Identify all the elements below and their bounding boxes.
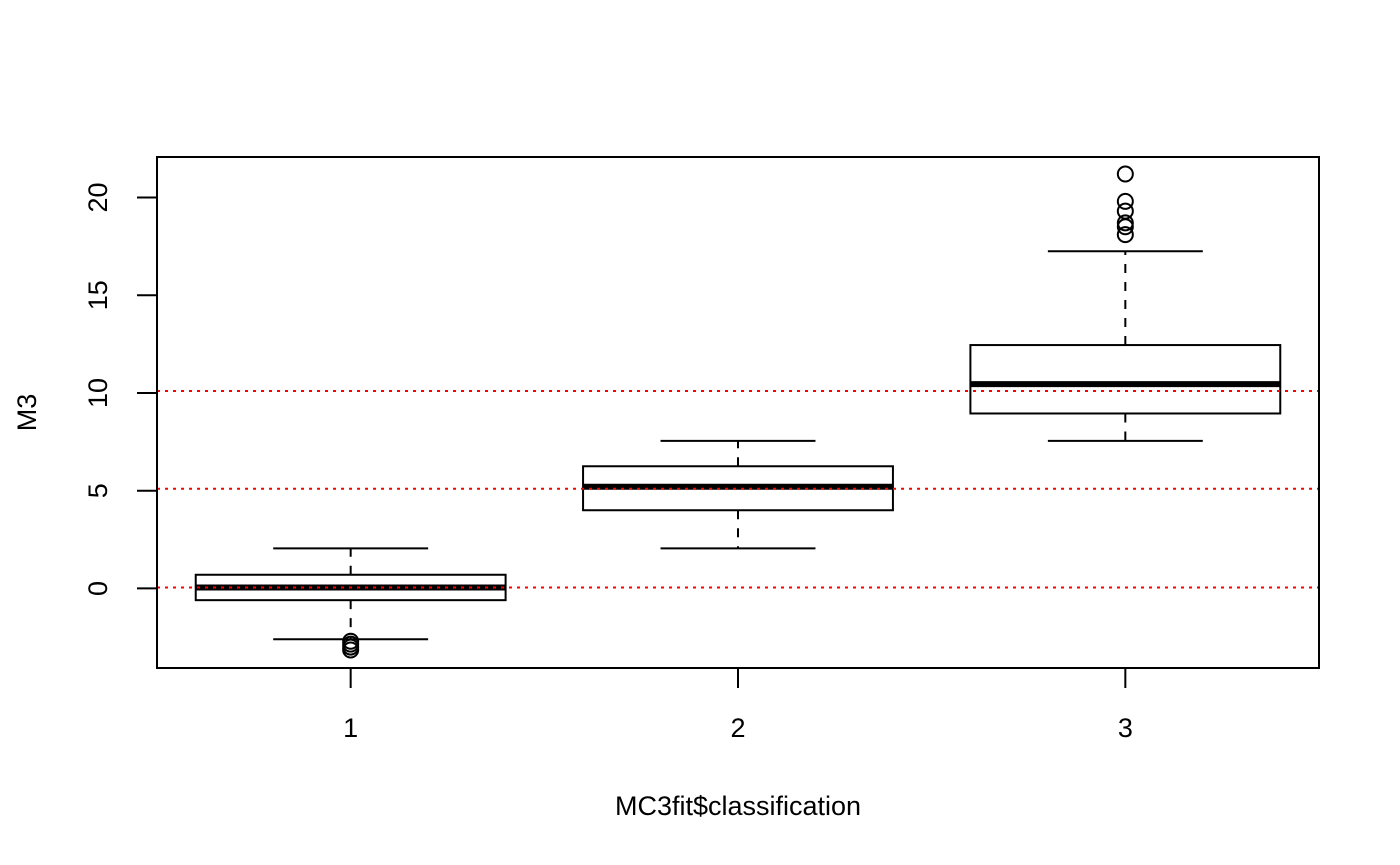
axes: 1 2 3 0 5 10 15 20 xyxy=(83,182,1133,743)
x-axis-label: MC3fit$classification xyxy=(615,791,861,821)
y-tick-label: 0 xyxy=(83,581,113,596)
x-tick-label: 2 xyxy=(730,713,745,743)
box-group-1 xyxy=(194,547,507,659)
outlier-point xyxy=(342,641,360,659)
outlier-point xyxy=(1116,226,1134,244)
plot-content xyxy=(157,165,1319,659)
x-tick-label: 1 xyxy=(343,713,358,743)
y-tick-label: 20 xyxy=(83,182,113,212)
outlier-point xyxy=(1116,192,1134,210)
x-tick-label: 3 xyxy=(1118,713,1133,743)
box-iqr xyxy=(969,344,1282,415)
box-group-2 xyxy=(582,439,894,550)
y-tick-label: 5 xyxy=(83,483,113,498)
y-tick-label: 15 xyxy=(83,280,113,310)
outlier-point xyxy=(1116,165,1134,183)
outlier-point xyxy=(1116,202,1134,220)
outlier-point xyxy=(1116,214,1134,232)
box-group-3 xyxy=(969,165,1282,442)
y-tick-label: 10 xyxy=(83,378,113,408)
y-axis-label: M3 xyxy=(12,394,42,432)
